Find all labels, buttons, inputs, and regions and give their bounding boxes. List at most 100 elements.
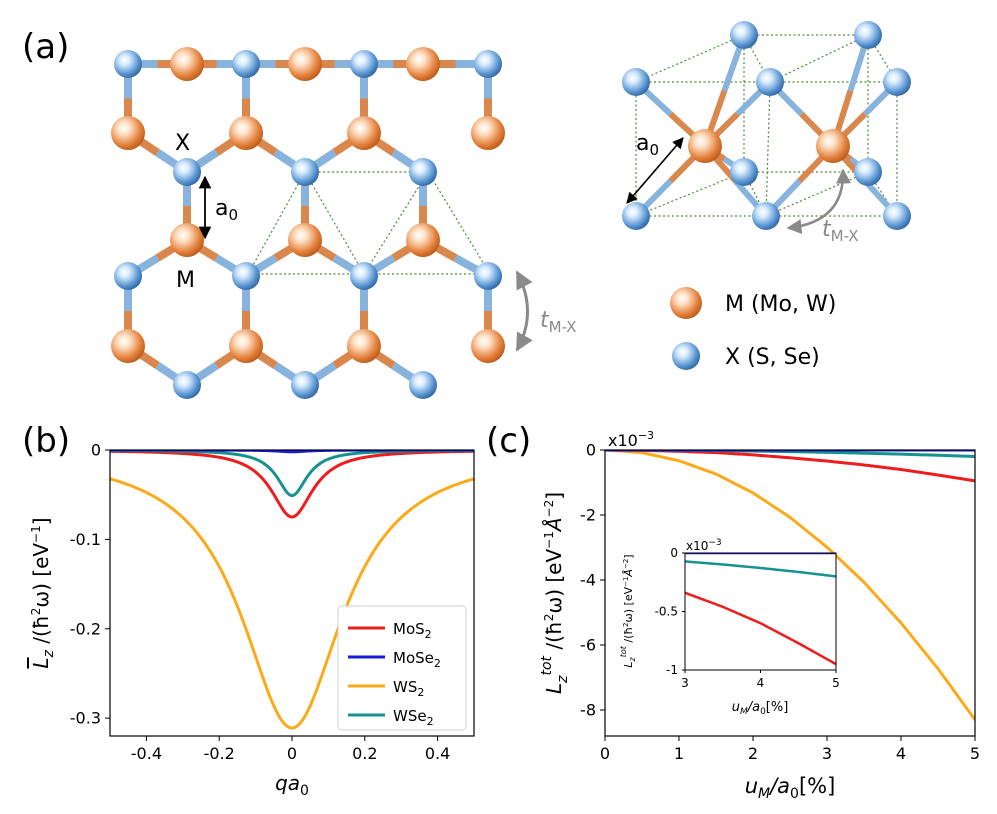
x-tick-label: 5: [832, 676, 840, 690]
lattice-guide: [247, 171, 306, 275]
y-tick-label: -2: [580, 506, 596, 525]
x-tick-label: 0: [600, 744, 610, 763]
chalcogen-atom: [622, 202, 650, 230]
chart-c-ylabel: Lztot /(ħ2ω) [eV−1Å−2]: [539, 492, 571, 694]
series-line-mos2: [110, 450, 474, 519]
metal-atom: [406, 223, 440, 257]
metal-atom: [170, 47, 204, 81]
chalcogen-atom: [409, 371, 437, 399]
inset-series-line-mos2: [685, 591, 836, 666]
x-tick-label: 0.2: [352, 744, 377, 763]
chalcogen-atom: [474, 50, 502, 78]
legend-label: WSe2: [393, 707, 434, 728]
prism-guide: [635, 171, 745, 217]
atom-label-x: X: [175, 131, 190, 156]
metal-atom: [170, 223, 204, 257]
chart-c-inset: 3 4 5 0 -0.5 -1 x10−3 uM/a0[%] Lztot /(ħ2ω) …: [619, 538, 840, 717]
y-tick-label: -0.5: [655, 605, 678, 619]
chalcogen-atom: [730, 158, 758, 186]
chalcogen-atom: [756, 68, 784, 96]
y-tick-label: -0.2: [70, 619, 101, 638]
x-tick-label: 1: [674, 744, 684, 763]
lattice-guide: [363, 171, 429, 275]
metal-atom: [288, 223, 322, 257]
x-tick-label: 4: [757, 676, 765, 690]
hop-label-left: tM-X: [540, 308, 577, 336]
metal-atom: [111, 329, 145, 363]
chalcogen-atom: [350, 262, 378, 290]
y-tick-label: 0: [91, 441, 101, 460]
metal-atom: [471, 116, 505, 150]
chalcogen-atom: [622, 68, 650, 96]
chart-b-legend: MoS2 MoSe2 WS2 WSe2: [337, 605, 467, 731]
a0-arrow-right: [626, 137, 684, 204]
x-tick-label: 5: [970, 744, 980, 763]
y-tick-label: 0: [586, 441, 596, 460]
chalcogen-atom: [232, 50, 260, 78]
chalcogen-atom: [474, 262, 502, 290]
chalcogen-atom: [173, 158, 201, 186]
chalcogen-atom: [854, 21, 882, 49]
metal-atom: [688, 129, 722, 163]
legend-m-atom: [670, 287, 702, 319]
series-line-ws2: [605, 450, 975, 721]
legend-m-text: M (Mo, W): [725, 292, 836, 317]
y-tick-label: -0.3: [70, 709, 101, 728]
legend-x-atom: [672, 342, 700, 370]
y-tick-label: -6: [580, 636, 596, 655]
lattice-guide: [427, 171, 491, 275]
prism-guide: [765, 171, 869, 217]
a0-label-right: a0: [636, 131, 659, 159]
chalcogen-atom: [114, 50, 142, 78]
chart-b-xlabel: qa0: [275, 771, 309, 799]
chalcogen-atom: [752, 202, 780, 230]
atom-legend: M (Mo, W) X (S, Se): [670, 287, 836, 370]
chart-c: 0 1 2 3 4 5 0 -2 -4 -6 -8 x10−3 uM/a0[%] Lztot /(…: [539, 429, 980, 802]
chalcogen-atom: [883, 202, 911, 230]
inset-ylabel: Lztot /(ħ2ω) [eV−1Å−2]: [619, 554, 637, 667]
x-tick-label: -0.2: [204, 744, 235, 763]
chart-c-frame: [604, 449, 976, 737]
prism-guide: [769, 34, 869, 83]
inset-series-line-wse2: [685, 560, 836, 578]
chalcogen-atom: [409, 158, 437, 186]
series-line-ws2: [110, 477, 474, 730]
inset-multiplier: x10−3: [686, 538, 722, 553]
chart-c-xlabel: uM/a0[%]: [745, 774, 836, 802]
inset-xlabel: uM/a0[%]: [732, 700, 789, 717]
legend-label: MoS2: [393, 620, 432, 641]
atom-label-m: M: [176, 268, 195, 293]
metal-atom: [816, 129, 850, 163]
series-line-wse2: [110, 450, 474, 498]
metal-atom: [347, 116, 381, 150]
chalcogen-atom: [173, 371, 201, 399]
a0-label-left: a0: [215, 196, 238, 224]
chart-c-multiplier: x10−3: [608, 429, 654, 450]
metal-atom: [288, 47, 322, 81]
y-tick-label: -4: [580, 571, 596, 590]
x-tick-label: 3: [681, 676, 689, 690]
metal-atom: [347, 329, 381, 363]
legend-box: [337, 605, 467, 731]
chalcogen-atom: [291, 371, 319, 399]
panel-label-c: (c): [486, 421, 531, 461]
x-tick-label: 4: [896, 744, 906, 763]
x-tick-label: 2: [748, 744, 758, 763]
x-tick-label: 0.4: [425, 744, 450, 763]
metal-atom: [406, 47, 440, 81]
trigonal-prism-view: [622, 21, 911, 230]
y-tick-label: -0.1: [70, 530, 101, 549]
panel-label-b: (b): [22, 421, 70, 461]
panel-label-a: (a): [22, 27, 69, 67]
y-tick-label: -8: [580, 701, 596, 720]
metal-atom: [229, 329, 263, 363]
x-tick-label: 0: [287, 744, 297, 763]
hop-arrow-right: [786, 168, 852, 235]
chalcogen-atom: [854, 158, 882, 186]
chalcogen-atom: [730, 21, 758, 49]
metal-atom: [111, 116, 145, 150]
prism-guide: [635, 34, 745, 83]
prism-guide: [765, 81, 771, 217]
y-tick-label: 0: [670, 546, 678, 560]
